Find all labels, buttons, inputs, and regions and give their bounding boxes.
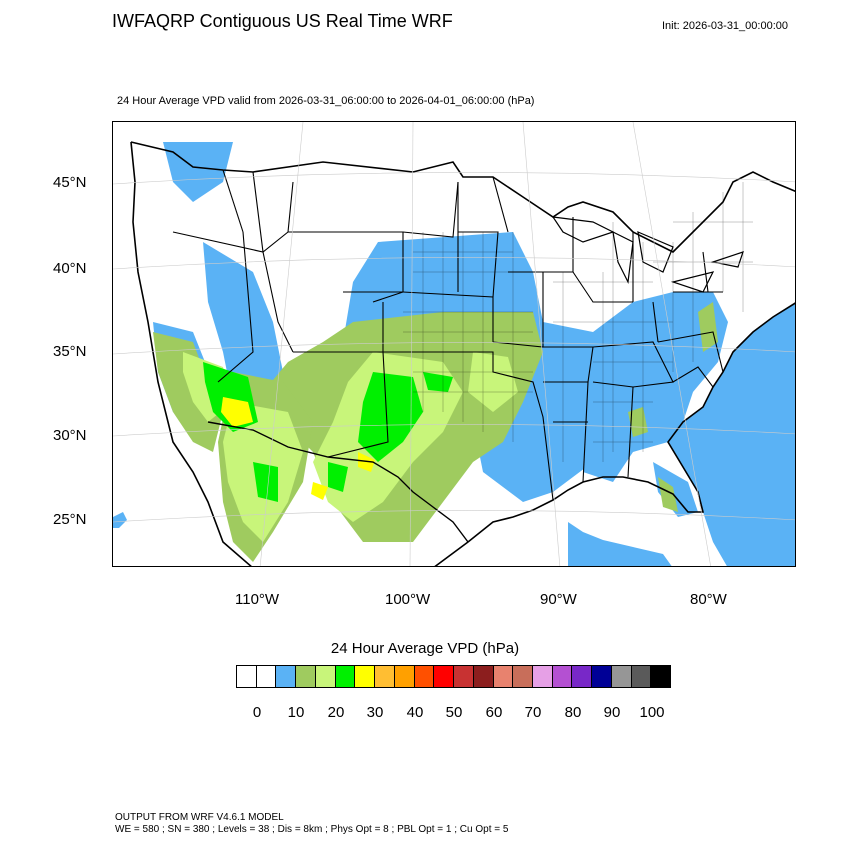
colorbar-tick-100: 100 [639, 704, 665, 721]
ocean-areas [113, 303, 795, 566]
colorbar-box-10 [434, 666, 455, 687]
colorbar-box-3 [296, 666, 316, 687]
colorbar-box-17 [572, 666, 593, 687]
plot-title: IWFAQRP Contiguous US Real Time WRF [112, 11, 453, 31]
colorbar-box-13 [493, 666, 514, 687]
vpd-30-35-regions [221, 397, 375, 500]
colorbar-box-6 [355, 666, 376, 687]
colorbar-tick-60: 60 [485, 704, 503, 721]
plot-subtitle: 24 Hour Average VPD valid from 2026-03-3… [117, 95, 535, 107]
colorbar-tick-40: 40 [406, 704, 424, 721]
graticule [113, 122, 795, 566]
colorbar-box-14 [513, 666, 534, 687]
vpd-map [113, 122, 795, 566]
map-panel [112, 121, 796, 567]
lat-label-35: 35°N [53, 343, 87, 360]
lon-label-80w: 80°W [690, 591, 727, 608]
lat-label-40: 40°N [53, 260, 87, 277]
colorbar [236, 665, 671, 688]
init-time-label: Init: 2026-03-31_00:00:00 [662, 20, 788, 32]
mexico-border [207, 421, 469, 543]
west-coast [130, 141, 252, 566]
colorbar-tick-30: 30 [366, 704, 384, 721]
footer-model-line: OUTPUT FROM WRF V4.6.1 MODEL [115, 812, 284, 823]
colorbar-box-0 [237, 666, 257, 687]
footer-config-line: WE = 580 ; SN = 380 ; Levels = 38 ; Dis … [115, 824, 509, 835]
colorbar-box-12 [473, 666, 494, 687]
colorbar-tick-80: 80 [564, 704, 582, 721]
colorbar-box-11 [454, 666, 474, 687]
colorbar-tick-0: 0 [252, 704, 262, 721]
colorbar-box-8 [394, 666, 415, 687]
colorbar-tick-70: 70 [524, 704, 542, 721]
colorbar-box-5 [335, 666, 356, 687]
colorbar-box-20 [631, 666, 652, 687]
colorbar-tick-50: 50 [445, 704, 463, 721]
colorbar-box-19 [611, 666, 632, 687]
colorbar-box-16 [552, 666, 573, 687]
great-lakes [551, 216, 744, 293]
colorbar-tick-90: 90 [603, 704, 621, 721]
colorbar-tick-20: 20 [327, 704, 345, 721]
colorbar-box-15 [533, 666, 553, 687]
gulf-of-mexico [568, 522, 672, 566]
colorbar-tick-10: 10 [287, 704, 305, 721]
lat-label-45: 45°N [53, 174, 87, 191]
colorbar-box-7 [375, 666, 395, 687]
colorbar-box-9 [414, 666, 435, 687]
country-outline [130, 141, 795, 566]
lon-label-100w: 100°W [385, 591, 431, 608]
pacific-offshore [113, 512, 127, 528]
lon-label-90w: 90°W [540, 591, 577, 608]
atlantic-ocean [668, 303, 795, 566]
colorbar-title: 24 Hour Average VPD (hPa) [330, 640, 520, 657]
colorbar-box-2 [276, 666, 297, 687]
lat-label-30: 30°N [53, 427, 87, 444]
colorbar-box-21 [651, 666, 671, 687]
lon-label-110w: 110°W [235, 591, 280, 608]
colorbar-box-18 [592, 666, 612, 687]
lat-label-25: 25°N [53, 511, 87, 528]
county-borders [403, 182, 753, 462]
colorbar-box-4 [315, 666, 336, 687]
colorbar-box-1 [256, 666, 277, 687]
